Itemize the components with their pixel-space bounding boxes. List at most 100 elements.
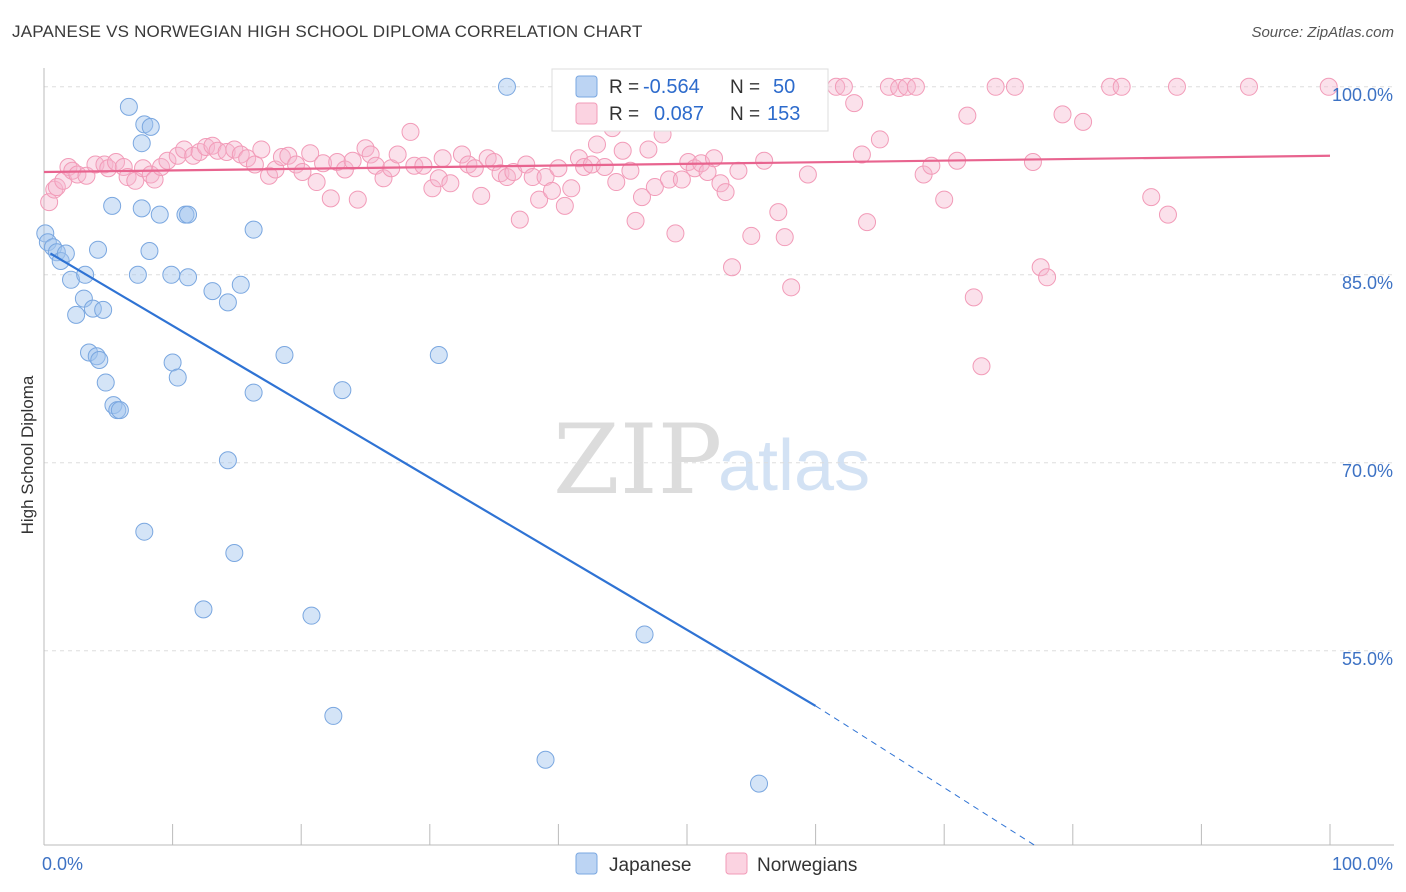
- japanese-point: [231, 275, 250, 294]
- norwegian-point: [1167, 77, 1186, 96]
- japanese-point: [179, 205, 198, 224]
- norwegian-point: [613, 141, 632, 160]
- bottom-legend-japanese-label: Japanese: [609, 855, 691, 876]
- japanese-point: [150, 205, 169, 224]
- norwegian-point: [252, 140, 271, 159]
- bottom-legend-norwegian-swatch: [725, 852, 748, 875]
- norwegian-point: [729, 161, 748, 180]
- norwegian-point: [197, 137, 216, 156]
- japanese-point: [90, 351, 109, 370]
- japanese-point: [333, 381, 352, 400]
- norwegian-point: [423, 179, 442, 198]
- series-legend: Japanese Norwegians: [575, 852, 857, 876]
- japanese-point: [89, 240, 108, 259]
- norwegian-point: [1053, 105, 1072, 124]
- norwegian-point: [68, 165, 87, 184]
- japanese-point: [302, 606, 321, 625]
- japanese-point: [47, 243, 66, 262]
- norwegian-point: [542, 181, 561, 200]
- japanese-point: [244, 383, 263, 402]
- x-tick-label: 100.0%: [1332, 854, 1393, 874]
- y-tick-label: 55.0%: [1342, 649, 1393, 669]
- legend-japanese-swatch: [575, 75, 598, 98]
- norwegian-point: [1158, 205, 1177, 224]
- japanese-point: [497, 77, 516, 96]
- japanese-point: [96, 373, 115, 392]
- norwegian-point: [711, 174, 730, 193]
- norwegian-point: [723, 258, 742, 277]
- norwegian-point: [845, 94, 864, 113]
- japanese-point: [324, 706, 343, 725]
- x-tick-label: 0.0%: [42, 854, 83, 874]
- japanese-point: [225, 543, 244, 562]
- norwegian-point: [1142, 188, 1161, 207]
- japanese-point: [194, 600, 213, 619]
- norwegian-point: [414, 156, 433, 175]
- norwegian-point: [964, 288, 983, 307]
- norwegian-point: [555, 196, 574, 215]
- legend-norwegian-r-label: R =: [609, 104, 639, 125]
- norwegian-point: [897, 77, 916, 96]
- japanese-point: [62, 270, 81, 289]
- legend-norwegian-n-value: 153: [767, 103, 800, 125]
- norwegian-point: [755, 151, 774, 170]
- norwegian-point: [343, 151, 362, 170]
- norwegian-point: [775, 228, 794, 247]
- norwegian-point: [321, 189, 340, 208]
- norwegian-point: [639, 140, 658, 159]
- norwegian-point: [1038, 268, 1057, 287]
- norwegian-point: [175, 140, 194, 159]
- japanese-point: [162, 265, 181, 284]
- norwegian-point: [858, 213, 877, 232]
- norwegian-point: [388, 145, 407, 164]
- y-tick-label: 70.0%: [1342, 461, 1393, 481]
- legend-norwegian-r-value: 0.087: [654, 103, 704, 125]
- legend-japanese-n-value: 50: [773, 76, 795, 98]
- legend-japanese-n-label: N =: [730, 77, 760, 98]
- norwegian-point: [798, 165, 817, 184]
- japanese-point: [750, 774, 769, 793]
- norwegian-point: [549, 159, 568, 178]
- japanese-point: [536, 750, 555, 769]
- japanese-point: [74, 289, 93, 308]
- norwegian-point: [1319, 77, 1338, 96]
- norwegian-point: [906, 77, 925, 96]
- japanese-point: [429, 345, 448, 364]
- norwegian-point: [666, 224, 685, 243]
- norwegian-point: [595, 158, 614, 177]
- japanese-point: [179, 268, 198, 287]
- japanese-point: [141, 117, 160, 136]
- japanese-point: [94, 300, 113, 319]
- norwegian-point: [852, 145, 871, 164]
- norwegian-point: [587, 135, 606, 154]
- norwegian-point: [716, 183, 735, 202]
- trend-lines: [43, 154, 1331, 846]
- norwegian-point: [1031, 258, 1050, 277]
- norwegian-point: [523, 168, 542, 187]
- norwegian-point: [328, 152, 347, 171]
- norwegian-point: [562, 179, 581, 198]
- norwegian-point: [465, 159, 484, 178]
- norwegian-point: [659, 170, 678, 189]
- chart-title: JAPANESE VS NORWEGIAN HIGH SCHOOL DIPLOM…: [12, 22, 643, 41]
- x-tick-labels: 0.0% 100.0%: [42, 854, 1393, 874]
- x-ticks: [43, 824, 1331, 845]
- japanese-trend-extension: [815, 705, 1035, 846]
- japanese-point: [128, 265, 147, 284]
- norwegian-point: [405, 156, 424, 175]
- norwegian-point: [958, 106, 977, 125]
- norwegian-point: [361, 145, 380, 164]
- norwegian-point: [1112, 77, 1131, 96]
- legend-norwegian-n-label: N =: [730, 104, 760, 125]
- norwegian-point: [742, 226, 761, 245]
- norwegian-points: [40, 77, 1338, 376]
- japanese-point: [140, 241, 159, 260]
- japanese-point: [67, 305, 86, 324]
- norwegian-point: [782, 278, 801, 297]
- japanese-point: [110, 401, 129, 420]
- japanese-point: [135, 522, 154, 541]
- japanese-point: [103, 196, 122, 215]
- stats-legend-box: [551, 68, 829, 132]
- source-label: Source: ZipAtlas.com: [1251, 24, 1394, 41]
